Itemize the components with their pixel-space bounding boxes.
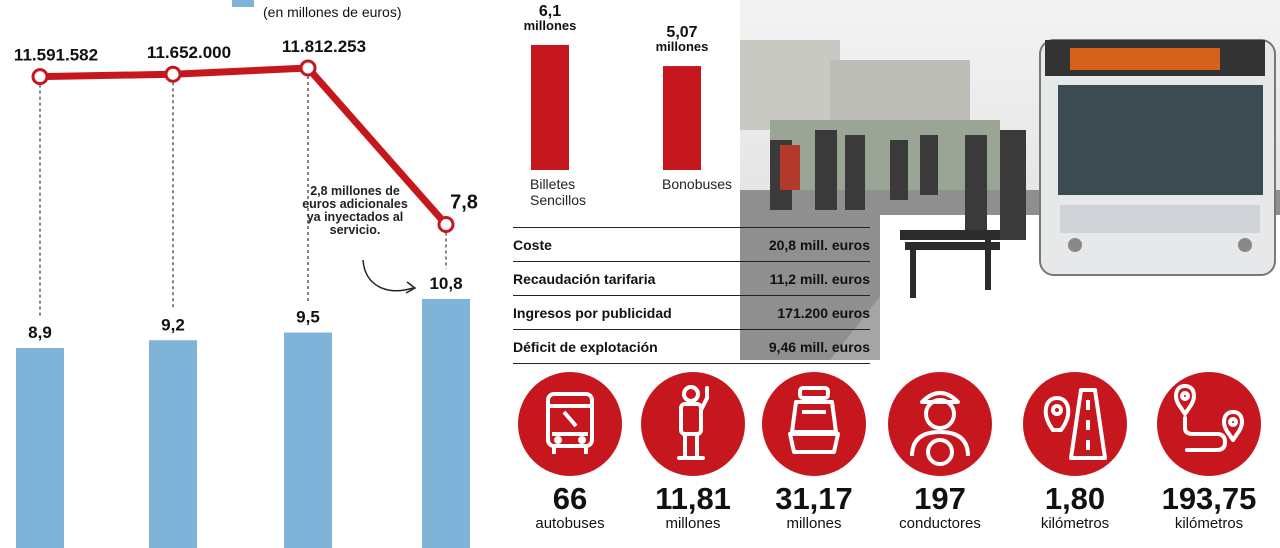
stat-value: 197 <box>914 481 966 516</box>
table-row-value: 11,2 mill. euros <box>731 261 870 296</box>
line-point <box>437 215 455 233</box>
table-row-label: Recaudación tarifaria <box>513 261 731 296</box>
stat-passengers: 11,81 millones <box>628 372 758 531</box>
passenger-icon <box>677 385 709 460</box>
stat-label: conductores <box>899 515 981 532</box>
line-point <box>31 68 49 86</box>
table-row-value: 20,8 mill. euros <box>731 227 870 262</box>
table-row: Ingresos por publicidad 171.200 euros <box>513 295 870 330</box>
bar-2021 <box>16 348 64 548</box>
legend-text: (en millones de euros) <box>263 4 402 20</box>
stat-network: 193,75 kilómetros <box>1144 372 1274 531</box>
series-line <box>39 64 449 227</box>
table-row-label: Ingresos por publicidad <box>513 295 731 330</box>
mini-bar-value-label: 6,1 millones <box>523 2 577 33</box>
left-chart: 8,9 9,2 9,5 10,8 11.591.582 11.652.000 11.812.… <box>14 37 478 548</box>
stat-label: autobuses <box>535 515 605 532</box>
line-point <box>164 65 182 83</box>
stat-value: 193,75 <box>1161 481 1257 516</box>
stat-buses: 66 autobuses <box>505 372 635 531</box>
line-point <box>299 59 317 77</box>
bus-lane-icon <box>1043 388 1107 460</box>
table-row: Recaudación tarifaria 11,2 mill. euros <box>513 261 870 296</box>
table-row-label: Déficit de explotación <box>513 329 731 364</box>
route-icon <box>1174 384 1244 452</box>
mini-bar <box>663 66 701 170</box>
bar-2022 <box>149 340 197 548</box>
bar-value-label: 10,8 <box>429 274 462 293</box>
bar-value-label: 9,5 <box>296 308 320 327</box>
stat-value: 1,80 <box>1044 481 1106 516</box>
stat-label: millones <box>786 515 842 532</box>
mini-bar-chart <box>531 44 701 171</box>
bar-value-label: 9,2 <box>161 315 185 334</box>
bar-value-label: 8,9 <box>28 323 52 342</box>
stat-value: 31,17 <box>775 481 853 516</box>
line-value-label: 7,8 <box>450 191 478 213</box>
table-row: Déficit de explotación 9,46 mill. euros <box>513 329 870 364</box>
stat-value: 66 <box>552 481 588 516</box>
stat-label: kilómetros <box>1040 515 1110 532</box>
mini-bar <box>531 44 569 171</box>
line-value-label: 11.652.000 <box>147 43 231 62</box>
bus-icon <box>546 392 594 454</box>
annotation-arrow <box>362 259 417 294</box>
mini-category-label: Bonobuses <box>662 176 733 192</box>
mini-category-label: Billetes Sencillos <box>530 176 587 208</box>
table-row-value: 171.200 euros <box>731 295 870 330</box>
table-row: Coste 20,8 mill. euros <box>513 227 870 262</box>
bus-stop-photo <box>740 0 1280 360</box>
line-value-label: 11.812.253 <box>282 37 366 56</box>
seat-icon <box>788 386 840 454</box>
legend-swatch-blue <box>232 0 254 7</box>
mini-bar-value-label: 5,07 millones <box>655 24 709 55</box>
driver-icon <box>910 391 970 466</box>
stat-value: 11,81 <box>655 481 731 516</box>
stat-seats: 31,17 millones <box>749 372 879 531</box>
bar-2024 <box>422 298 470 548</box>
stat-label: kilómetros <box>1174 515 1244 532</box>
chart-annotation: 2,8 millones de euros adicionales ya iny… <box>302 184 408 237</box>
stat-drivers: 197 conductores <box>875 372 1005 531</box>
table-row-value: 9,46 mill. euros <box>731 329 870 364</box>
bar-2023 <box>284 332 332 548</box>
line-value-label: 11.591.582 <box>14 46 98 65</box>
stat-label: millones <box>665 515 721 532</box>
table-row-label: Coste <box>513 227 731 262</box>
cost-table: Coste 20,8 mill. euros Recaudación tarif… <box>513 227 870 364</box>
stat-bus-lanes: 1,80 kilómetros <box>1010 372 1140 531</box>
